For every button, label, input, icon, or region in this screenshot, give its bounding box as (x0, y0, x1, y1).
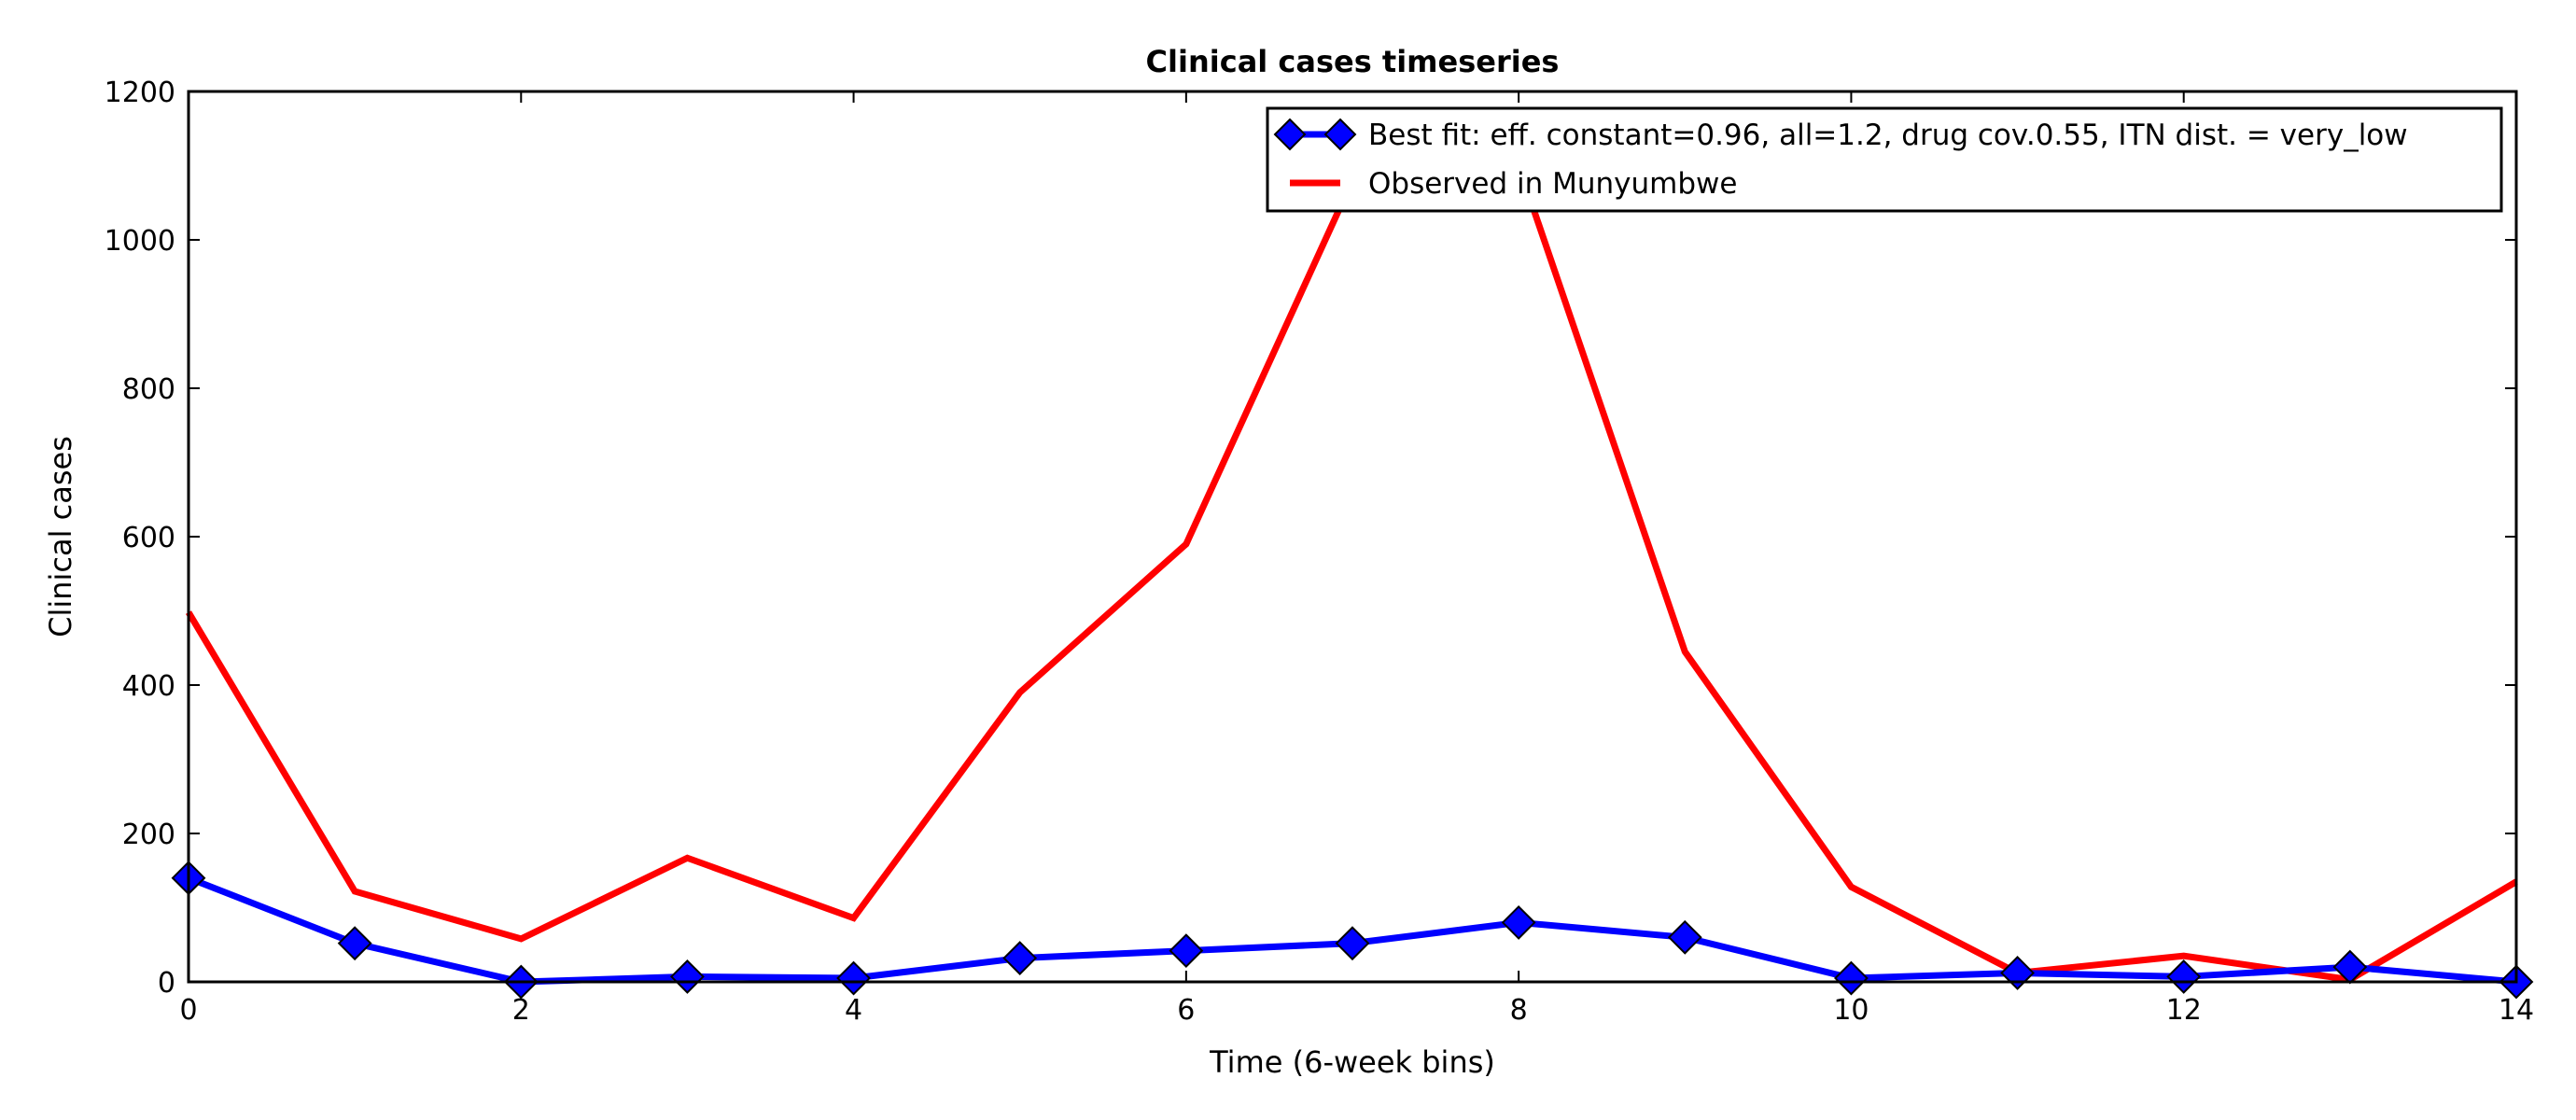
x-axis-ticks: 0 2 4 6 8 10 12 14 (179, 91, 2534, 1027)
y-tick-label: 0 (158, 967, 175, 1000)
x-tick-label: 2 (512, 994, 530, 1027)
x-tick-label: 0 (179, 994, 197, 1027)
legend-entry: Best fit: eff. constant=0.96, all=1.2, d… (1273, 118, 2408, 152)
legend-swatch-marker (1273, 118, 1307, 151)
data-point (1335, 926, 1370, 961)
series-best-fit (171, 861, 2534, 1000)
data-point (1002, 941, 1038, 975)
y-tick-label: 800 (122, 373, 175, 406)
data-point (1834, 960, 1869, 996)
chart-title: Clinical cases timeseries (1146, 44, 1560, 79)
x-tick-label: 10 (1833, 994, 1869, 1027)
legend: Best fit: eff. constant=0.96, all=1.2, d… (1266, 106, 2503, 213)
y-axis-ticks: 0 200 400 600 800 1000 1200 (105, 77, 2516, 1000)
y-tick-label: 400 (122, 670, 175, 703)
data-point (1501, 904, 1536, 940)
series-layer (171, 161, 2534, 1000)
y-tick-label: 1200 (105, 77, 175, 109)
x-tick-label: 8 (1510, 994, 1528, 1027)
legend-label: Observed in Munyumbwe (1368, 167, 1737, 201)
y-tick-label: 600 (122, 522, 175, 554)
x-tick-label: 14 (2499, 994, 2534, 1027)
legend-swatch-marker (1323, 118, 1357, 151)
y-tick-label: 200 (122, 819, 175, 851)
y-tick-label: 1000 (105, 225, 175, 258)
legend-entry: Observed in Munyumbwe (1290, 167, 1737, 201)
series-observed (185, 161, 2518, 984)
legend-label: Best fit: eff. constant=0.96, all=1.2, d… (1368, 119, 2408, 152)
data-point (337, 926, 372, 961)
x-tick-label: 6 (1177, 994, 1195, 1027)
series-line (185, 161, 2518, 984)
x-axis-label: Time (6-week bins) (1209, 1044, 1495, 1080)
y-axis-label: Clinical cases (43, 436, 78, 637)
data-point (836, 960, 871, 996)
data-point (1169, 933, 1204, 969)
x-tick-label: 12 (2166, 994, 2202, 1027)
legend-box (1266, 106, 2503, 213)
plot-frame (187, 90, 2518, 984)
data-point (2000, 956, 2035, 990)
data-point (1667, 919, 1702, 955)
data-point (2166, 959, 2202, 994)
x-tick-label: 4 (845, 994, 862, 1027)
data-point (670, 959, 705, 994)
